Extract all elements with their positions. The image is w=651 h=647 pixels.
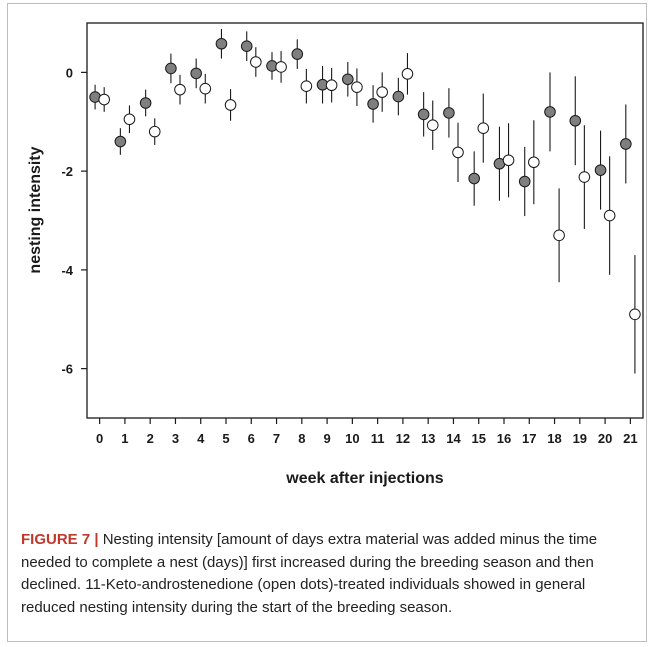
y-tick-label: -4 (61, 263, 73, 278)
figure-caption: FIGURE 7 | Nesting intensity [amount of … (21, 529, 636, 619)
x-tick-label: 17 (522, 431, 536, 446)
filled-data-point (569, 114, 582, 127)
caption-text: Nesting intensity [amount of days extra … (21, 531, 598, 616)
open-data-point (502, 154, 515, 167)
open-data-point (300, 80, 313, 92)
open-data-point (553, 229, 565, 242)
open-data-point (452, 146, 464, 159)
x-tick-label: 7 (273, 431, 280, 446)
x-tick-label: 14 (446, 431, 461, 446)
filled-data-point (544, 106, 556, 118)
x-tick-label: 1 (121, 431, 128, 446)
filled-data-point (291, 48, 304, 60)
filled-data-point (392, 90, 405, 103)
x-tick-label: 12 (396, 431, 410, 446)
x-tick-label: 3 (172, 431, 179, 446)
figure-frame (7, 3, 647, 642)
x-tick-label: 8 (298, 431, 305, 446)
caption-label: FIGURE 7 | (21, 531, 99, 548)
open-data-point (426, 119, 439, 132)
x-tick-label: 21 (623, 431, 637, 446)
open-data-point (325, 79, 338, 92)
filled-data-point (139, 97, 152, 109)
filled-data-point (215, 37, 228, 50)
x-tick-label: 15 (471, 431, 485, 446)
y-axis-label: nesting intensity (27, 146, 44, 273)
x-tick-label: 0 (96, 431, 103, 446)
filled-data-point (620, 138, 632, 150)
open-data-point (477, 122, 490, 134)
filled-data-point (190, 67, 202, 80)
filled-data-point (518, 175, 531, 188)
filled-data-point (240, 40, 253, 53)
open-data-point (148, 125, 161, 138)
open-data-point (123, 113, 136, 126)
x-tick-label: 11 (371, 431, 385, 446)
filled-data-point (165, 62, 177, 75)
open-data-point (401, 68, 414, 80)
open-data-point (376, 86, 388, 98)
plot-frame (86, 22, 644, 419)
x-axis-label: week after injections (285, 470, 443, 487)
filled-data-point (367, 98, 379, 110)
open-data-point (224, 99, 237, 111)
filled-data-point (594, 164, 607, 176)
y-tick-label: -2 (61, 164, 73, 179)
filled-data-point (417, 108, 430, 121)
filled-data-point (114, 135, 127, 148)
scatter-chart: 0-2-4-60 1 2 3 4 5 6 7 8 9 10 11 12 13 14 15 16 17 18 19 20 2… (27, 22, 644, 487)
filled-data-point (342, 73, 354, 86)
x-tick-label: 18 (547, 431, 561, 446)
x-tick-label: 2 (147, 431, 154, 446)
filled-data-point (468, 172, 480, 185)
x-tick-label: 13 (421, 431, 435, 446)
open-data-point (528, 156, 540, 169)
open-data-point (250, 56, 262, 68)
open-data-point (578, 171, 591, 183)
x-tick-label: 9 (323, 431, 330, 446)
x-tick-label: 6 (248, 431, 255, 446)
open-data-point (275, 61, 287, 73)
x-tick-label: 4 (197, 431, 205, 446)
open-data-point (629, 308, 641, 321)
open-data-point (603, 209, 616, 222)
filled-data-point (443, 107, 455, 119)
x-tick-label: 19 (573, 431, 587, 446)
y-tick-label: -6 (61, 362, 73, 377)
x-tick-label: 20 (598, 431, 612, 446)
open-data-point (199, 82, 212, 95)
open-data-point (351, 81, 363, 93)
x-tick-label: 10 (345, 431, 359, 446)
y-tick-label: 0 (66, 65, 73, 80)
open-data-point (98, 93, 110, 106)
x-tick-label: 16 (497, 431, 511, 446)
open-data-point (174, 83, 186, 96)
x-tick-label: 5 (222, 431, 229, 446)
